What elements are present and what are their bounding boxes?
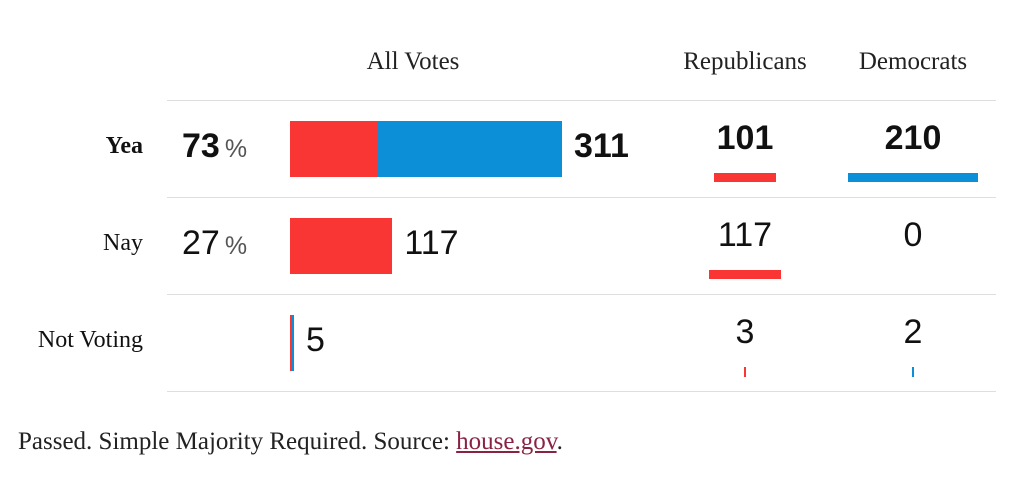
democrats-count: 0 xyxy=(903,216,923,254)
row-divider xyxy=(167,197,996,198)
bar-segment-republicans xyxy=(290,315,292,371)
total-votes-label: 5 xyxy=(306,321,325,359)
row-label: Yea xyxy=(105,133,143,159)
republicans-count: 117 xyxy=(717,216,773,254)
stacked-bar xyxy=(290,218,393,274)
header-republicans: Republicans xyxy=(683,48,807,75)
row-divider xyxy=(167,294,996,295)
democrats-count: 210 xyxy=(884,119,942,157)
bar-segment-republicans xyxy=(290,121,379,177)
percent-unit: % xyxy=(224,232,248,260)
republicans-bar xyxy=(708,270,782,279)
percent-value: 27 xyxy=(182,224,220,262)
percent-label: 27% xyxy=(182,224,247,263)
source-link[interactable]: house.gov xyxy=(456,428,557,455)
footer-note: Passed. Simple Majority Required. Source… xyxy=(18,428,563,456)
header-democrats: Democrats xyxy=(858,48,968,75)
total-votes-label: 117 xyxy=(404,224,459,262)
header-all-votes: All Votes xyxy=(366,48,460,75)
democrats-bar xyxy=(848,173,978,182)
bar-segment-republicans xyxy=(290,218,393,274)
democrats-bar xyxy=(912,367,914,377)
percent-value: 73 xyxy=(182,127,220,165)
stacked-bar xyxy=(290,315,294,371)
stacked-bar xyxy=(290,121,562,177)
footer-trailing: . xyxy=(556,428,563,455)
republicans-count: 101 xyxy=(716,119,774,157)
percent-label: 73% xyxy=(182,127,247,166)
democrats-count: 2 xyxy=(903,313,923,351)
republicans-count: 3 xyxy=(735,313,755,351)
row-divider xyxy=(167,391,996,392)
republicans-bar xyxy=(713,173,777,182)
bar-segment-democrats xyxy=(292,315,294,371)
total-votes-label: 311 xyxy=(574,127,629,165)
bar-segment-democrats xyxy=(378,121,562,177)
percent-unit: % xyxy=(224,135,248,163)
row-label: Not Voting xyxy=(37,327,143,353)
footer-text: Passed. Simple Majority Required. Source… xyxy=(18,428,457,455)
row-label: Nay xyxy=(103,230,143,256)
row-divider xyxy=(167,100,996,101)
republicans-bar xyxy=(744,367,746,377)
